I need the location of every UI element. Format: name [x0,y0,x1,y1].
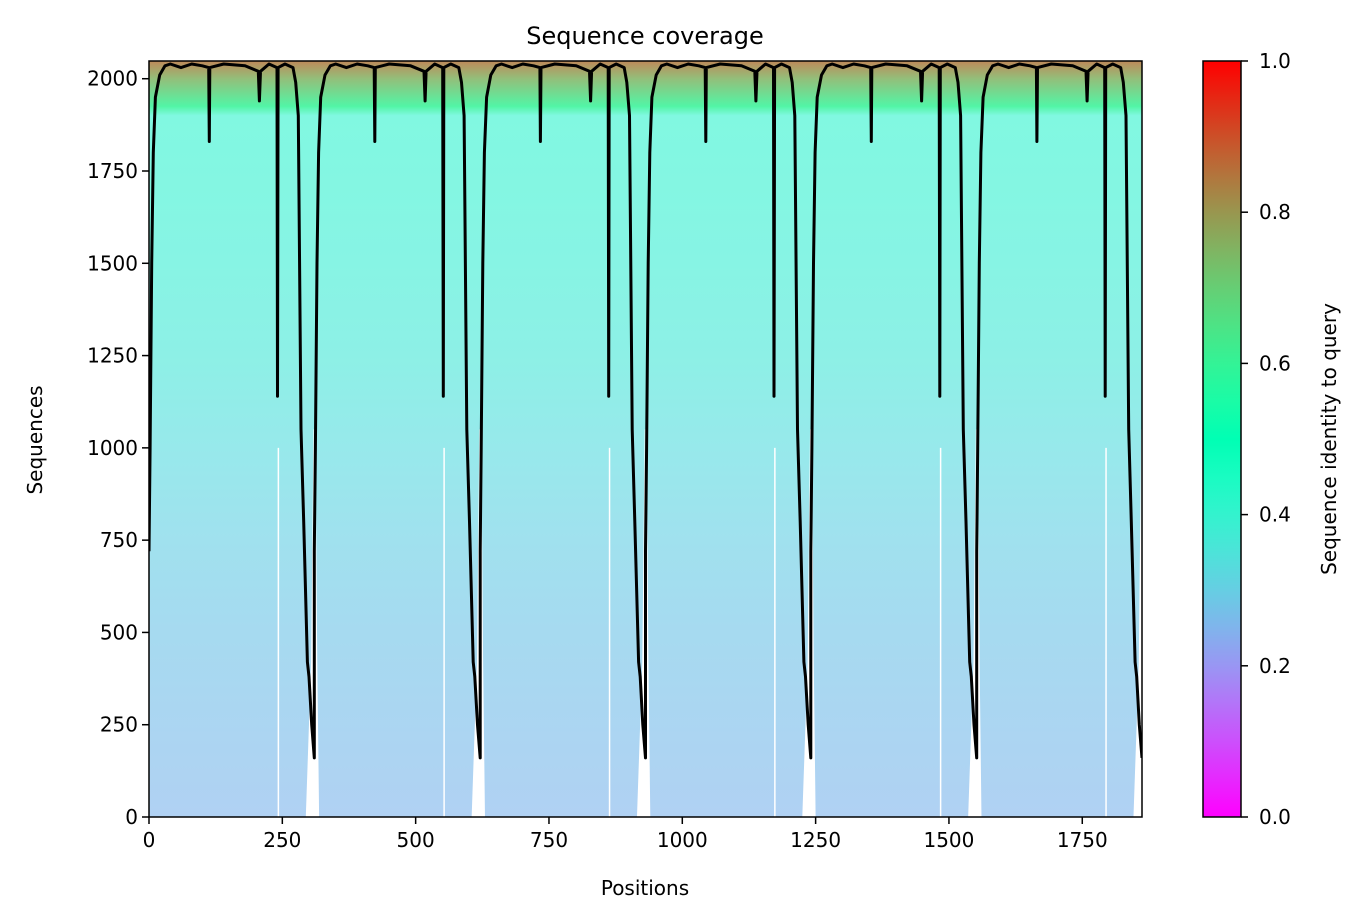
x-tick-label: 750 [530,828,568,852]
gap-column [774,447,776,817]
x-tick-label: 1250 [790,828,841,852]
x-tick-label: 500 [397,828,435,852]
x-tick-label: 0 [143,828,156,852]
colorbar-tick-label: 0.2 [1259,654,1291,678]
x-tick-label: 250 [263,828,301,852]
y-tick-label: 1250 [87,344,138,368]
x-axis: 0 250 500 750 1000 1250 1500 1750 [143,817,1108,852]
colorbar [1202,60,1242,818]
plot-frame [148,60,1143,818]
x-tick-label: 1750 [1057,828,1108,852]
x-axis-label: Positions [601,876,689,900]
gap-column [277,447,280,817]
plot-area [149,61,1142,817]
coverage-line [149,62,1142,760]
colorbar-tick-label: 1.0 [1259,49,1291,73]
colorbar-label: Sequence identity to query [1317,303,1341,575]
y-tick-label: 1000 [87,436,138,460]
gap-column [1105,447,1107,817]
colorbar-tick-label: 0.4 [1259,503,1291,527]
y-tick-label: 500 [100,620,138,644]
x-tick-label: 1000 [657,828,708,852]
chart-title: Sequence coverage [526,22,763,50]
colorbar-tick-label: 0.6 [1259,351,1291,375]
y-tick-label: 750 [100,528,138,552]
y-axis-label: Sequences [23,385,47,494]
y-tick-label: 1750 [87,159,138,183]
y-tick-label: 0 [125,805,138,829]
colorbar-tick-label: 0.0 [1259,805,1291,829]
gap-column [939,447,942,817]
gap-column [608,447,611,817]
y-axis: 0 250 500 750 1000 1250 1500 1750 2000 [87,67,149,829]
x-tick-label: 1500 [923,828,974,852]
y-tick-label: 2000 [87,67,138,91]
gap-column [443,447,445,817]
colorbar-axis: 0.0 0.2 0.4 0.6 0.8 1.0 [1241,49,1291,829]
y-tick-label: 1500 [87,251,138,275]
y-tick-label: 250 [100,713,138,737]
colorbar-tick-label: 0.8 [1259,200,1291,224]
